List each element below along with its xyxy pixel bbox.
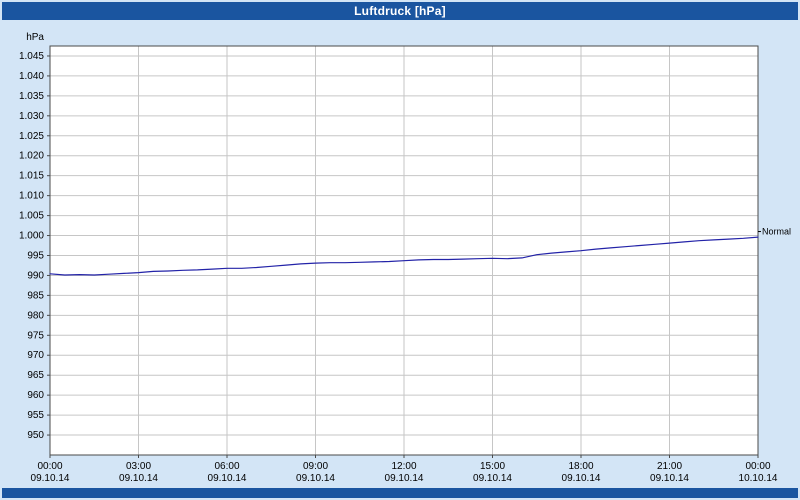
normal-annotation-label: Normal — [762, 227, 791, 237]
x-tick-date-label: 09.10.14 — [119, 473, 158, 484]
chart-area: 1.045 1.040 1.035 1.030 1.025 1.020 1.015 1.010… — [2, 22, 798, 488]
x-tick-time-label: 06:00 — [214, 461, 239, 472]
pressure-series-line — [49, 236, 759, 276]
y-tick-label: 955 — [27, 410, 44, 421]
x-tick-date-label: 09.10.14 — [650, 473, 689, 484]
x-tick-time-label: 00:00 — [37, 461, 62, 472]
x-tick-date-label: 09.10.14 — [473, 473, 512, 484]
plot-border — [49, 45, 759, 456]
y-tick-label: 1.010 — [19, 191, 44, 202]
y-tick-label: 995 — [27, 250, 44, 261]
x-tick-date-label: 09.10.14 — [208, 473, 247, 484]
y-tick-label: 1.025 — [19, 131, 44, 142]
y-tick-label: 1.000 — [19, 231, 44, 242]
x-tick-time-label: 15:00 — [480, 461, 505, 472]
x-tick-date-label: 10.10.14 — [739, 473, 778, 484]
y-tick-label: 1.020 — [19, 151, 44, 162]
y-tick-label: 980 — [27, 310, 44, 321]
x-tick-time-label: 00:00 — [745, 461, 770, 472]
chart-title: Luftdruck [hPa] — [354, 4, 446, 18]
y-tick-label: 960 — [27, 390, 44, 401]
x-tick-time-label: 21:00 — [657, 461, 682, 472]
x-tick-time-label: 09:00 — [303, 461, 328, 472]
x-tick-time-label: 18:00 — [568, 461, 593, 472]
x-tick-date-label: 09.10.14 — [385, 473, 424, 484]
x-tick-date-label: 09.10.14 — [296, 473, 335, 484]
y-unit-label: hPa — [26, 32, 44, 43]
y-tick-label: 965 — [27, 370, 44, 381]
y-tick-label: 1.035 — [19, 91, 44, 102]
y-tick-label: 990 — [27, 270, 44, 281]
y-tick-label: 1.030 — [19, 111, 44, 122]
pressure-line-chart: 1.045 1.040 1.035 1.030 1.025 1.020 1.015 1.010… — [19, 32, 791, 484]
x-tick-date-label: 09.10.14 — [562, 473, 601, 484]
x-tick-date-label: 09.10.14 — [31, 473, 70, 484]
chart-title-bar: Luftdruck [hPa] — [2, 2, 798, 20]
y-tick-label: 970 — [27, 350, 44, 361]
y-tick-label: 1.045 — [19, 51, 44, 62]
y-tick-label: 1.005 — [19, 211, 44, 222]
x-tick-time-label: 12:00 — [391, 461, 416, 472]
y-tick-label: 985 — [27, 290, 44, 301]
x-tick-time-label: 03:00 — [126, 461, 151, 472]
bottom-bar — [2, 488, 798, 498]
y-tick-label: 1.040 — [19, 71, 44, 82]
y-tick-label: 1.015 — [19, 171, 44, 182]
y-tick-label: 950 — [27, 430, 44, 441]
y-tick-label: 975 — [27, 330, 44, 341]
